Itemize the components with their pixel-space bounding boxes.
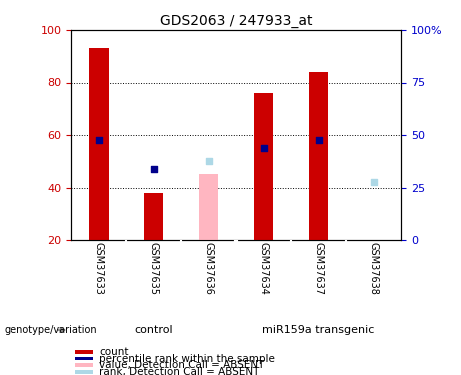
- Point: [260, 145, 267, 151]
- FancyBboxPatch shape: [75, 363, 93, 367]
- Text: GSM37636: GSM37636: [204, 242, 214, 295]
- Text: percentile rank within the sample: percentile rank within the sample: [100, 354, 275, 364]
- Text: GSM37638: GSM37638: [369, 242, 378, 295]
- Title: GDS2063 / 247933_at: GDS2063 / 247933_at: [160, 13, 313, 28]
- Bar: [89, 48, 108, 240]
- Text: GSM37635: GSM37635: [149, 242, 159, 295]
- FancyBboxPatch shape: [75, 370, 93, 374]
- Bar: [254, 93, 273, 240]
- Text: count: count: [100, 347, 129, 357]
- Text: control: control: [135, 325, 173, 335]
- Text: rank, Detection Call = ABSENT: rank, Detection Call = ABSENT: [100, 367, 260, 375]
- FancyBboxPatch shape: [75, 350, 93, 354]
- Point: [370, 179, 377, 185]
- Text: GSM37637: GSM37637: [313, 242, 324, 295]
- Bar: [144, 193, 164, 240]
- Point: [315, 137, 322, 143]
- Point: [150, 166, 158, 172]
- Bar: [199, 174, 219, 240]
- Bar: [309, 72, 328, 240]
- Text: miR159a transgenic: miR159a transgenic: [262, 325, 375, 335]
- Point: [205, 158, 213, 164]
- Point: [95, 137, 103, 143]
- Text: genotype/variation: genotype/variation: [5, 325, 97, 335]
- Text: value, Detection Call = ABSENT: value, Detection Call = ABSENT: [100, 360, 265, 370]
- Text: GSM37634: GSM37634: [259, 242, 269, 295]
- Text: GSM37633: GSM37633: [94, 242, 104, 295]
- FancyBboxPatch shape: [75, 357, 93, 360]
